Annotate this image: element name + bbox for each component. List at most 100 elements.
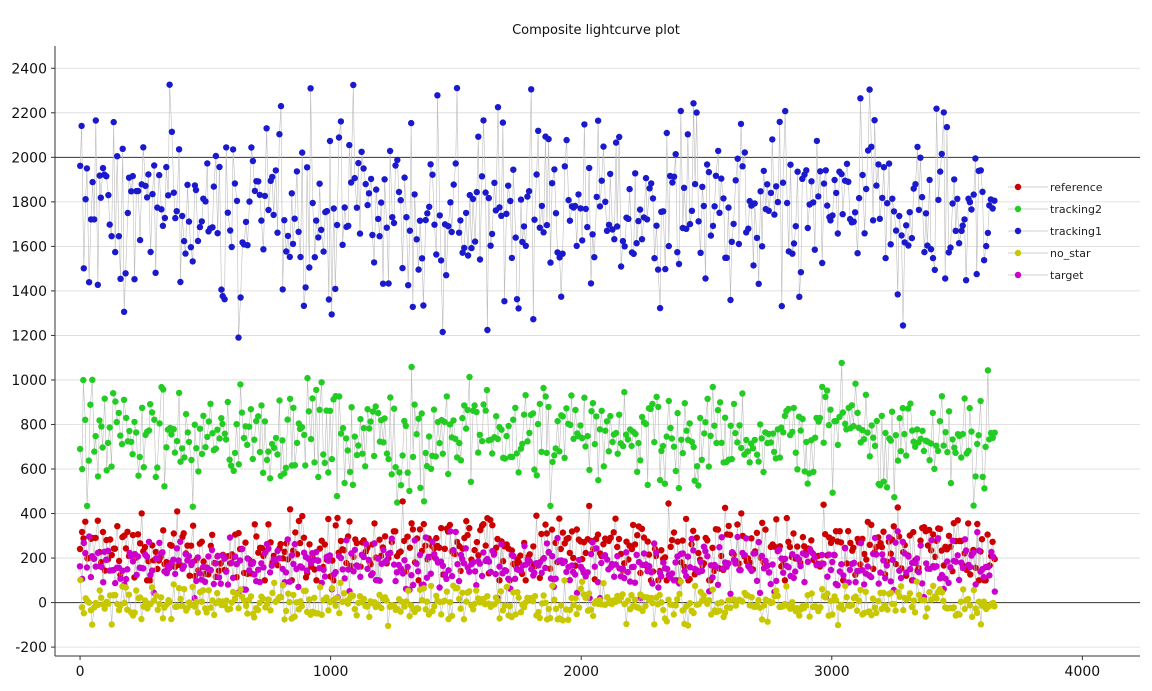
data-point xyxy=(857,561,864,568)
data-point xyxy=(820,439,827,446)
data-point xyxy=(411,537,418,544)
data-point xyxy=(222,568,230,575)
data-point xyxy=(760,468,767,476)
data-point xyxy=(975,547,983,554)
series-no_star xyxy=(77,576,998,630)
data-point xyxy=(299,512,306,520)
legend-marker xyxy=(1014,183,1022,191)
data-point xyxy=(503,210,510,217)
data-point xyxy=(76,563,84,570)
data-point xyxy=(860,581,868,588)
data-point xyxy=(682,515,690,523)
data-point xyxy=(811,434,819,441)
data-point xyxy=(712,172,720,179)
data-point xyxy=(341,479,348,487)
data-point xyxy=(880,528,887,535)
data-point xyxy=(89,178,96,186)
data-point xyxy=(847,539,854,547)
data-point xyxy=(645,551,653,558)
data-point xyxy=(951,176,958,183)
data-point xyxy=(587,280,595,287)
data-point xyxy=(92,534,99,542)
data-point xyxy=(406,487,413,495)
data-point xyxy=(399,264,406,272)
data-point xyxy=(552,210,560,217)
data-point xyxy=(179,212,186,220)
data-point xyxy=(656,304,664,312)
data-point xyxy=(285,590,292,597)
data-point xyxy=(457,217,464,224)
data-point xyxy=(274,547,281,554)
data-point xyxy=(686,420,693,427)
data-point xyxy=(663,129,670,137)
data-point xyxy=(924,542,932,549)
data-point xyxy=(482,407,489,414)
data-point xyxy=(697,558,704,566)
data-point xyxy=(163,570,170,577)
data-point xyxy=(803,438,810,446)
data-point xyxy=(251,571,258,578)
data-point xyxy=(648,569,655,576)
data-point xyxy=(737,120,745,128)
data-point xyxy=(305,408,312,415)
data-point xyxy=(572,406,579,414)
data-point xyxy=(185,553,193,560)
data-point xyxy=(753,234,761,242)
data-point xyxy=(679,449,686,457)
data-point xyxy=(332,285,339,293)
data-point xyxy=(582,205,589,213)
data-point xyxy=(455,595,463,603)
data-point xyxy=(693,463,701,470)
data-point xyxy=(388,471,395,478)
data-point xyxy=(739,390,746,397)
data-point xyxy=(753,451,761,458)
data-point xyxy=(117,275,124,282)
data-point xyxy=(819,586,826,593)
data-point xyxy=(808,178,815,185)
data-point xyxy=(175,557,182,564)
data-point xyxy=(921,597,928,604)
data-point xyxy=(295,228,302,235)
data-point xyxy=(281,217,288,224)
data-point xyxy=(605,221,613,228)
data-point xyxy=(255,413,262,420)
data-point xyxy=(161,483,168,490)
data-point xyxy=(274,451,281,458)
data-point xyxy=(120,396,128,403)
data-point xyxy=(90,555,98,562)
data-point xyxy=(581,394,588,401)
data-point xyxy=(318,226,325,233)
data-point xyxy=(496,615,503,622)
data-point xyxy=(485,194,492,202)
data-point xyxy=(144,605,151,612)
data-point xyxy=(272,434,280,442)
data-point xyxy=(816,414,824,422)
data-point xyxy=(281,616,288,623)
data-point xyxy=(718,439,725,446)
data-point xyxy=(561,577,568,584)
data-point xyxy=(354,563,362,570)
data-point xyxy=(832,597,840,604)
data-point xyxy=(94,601,102,609)
data-point xyxy=(730,220,737,228)
data-point xyxy=(760,602,768,609)
data-point xyxy=(660,606,667,614)
data-point xyxy=(577,205,584,212)
data-point xyxy=(307,85,314,92)
data-point xyxy=(89,621,96,628)
data-point xyxy=(489,450,496,457)
data-point xyxy=(128,188,135,195)
data-point xyxy=(186,572,193,579)
data-point xyxy=(318,379,325,386)
data-point xyxy=(854,409,861,416)
data-point xyxy=(776,118,783,126)
data-point xyxy=(137,594,144,601)
data-point xyxy=(603,418,611,425)
data-point xyxy=(825,422,833,429)
data-point xyxy=(675,484,683,492)
data-point xyxy=(173,208,180,215)
data-point xyxy=(124,528,131,535)
data-point xyxy=(549,458,556,466)
data-point xyxy=(820,560,827,567)
axes: -200020040060080010001200140016001800200… xyxy=(11,46,1140,680)
